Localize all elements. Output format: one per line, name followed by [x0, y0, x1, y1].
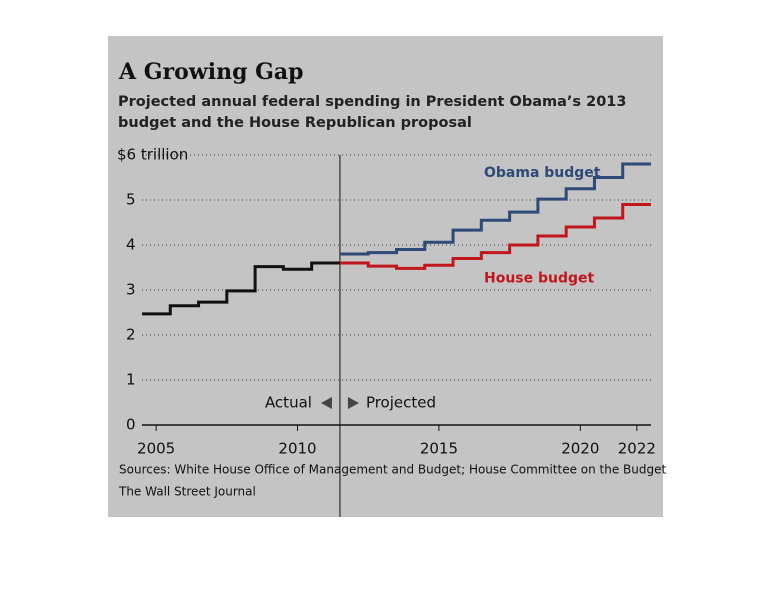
y-tick-label: 5 [126, 191, 136, 209]
x-tick-label: 2020 [561, 440, 599, 458]
series-line [142, 261, 340, 316]
arrow-left [320, 397, 332, 409]
credit: The Wall Street Journal [118, 485, 256, 499]
y-tick-label: 2 [126, 326, 136, 344]
x-tick-label: 2022 [618, 440, 656, 458]
annotation-projected: Projected [366, 394, 436, 412]
chart-background [108, 36, 663, 517]
y-tick-label: 1 [126, 371, 136, 389]
annotation-actual: Actual [265, 394, 312, 412]
y-tick-label: 3 [126, 281, 136, 299]
chart-subtitle: Projected annual federal spending in Pre… [118, 94, 627, 131]
series-line [339, 203, 651, 270]
y-tick-label: 0 [126, 416, 136, 434]
x-tick-label: 2010 [278, 440, 316, 458]
y-tick-label: $6 trillion [117, 146, 188, 164]
chart-title: A Growing Gap [118, 59, 304, 85]
series-line [339, 162, 651, 256]
source: Sources: White House Office of Managemen… [119, 463, 667, 477]
series-label: Obama budget [484, 165, 601, 181]
x-tick-label: 2015 [420, 440, 458, 458]
y-tick-label: 4 [126, 236, 136, 254]
arrow-right [347, 397, 359, 409]
subtitle-box: Projected annual federal spending in Pre… [118, 94, 627, 131]
x-tick-label: 2005 [137, 440, 175, 458]
series-label: House budget [484, 271, 595, 287]
